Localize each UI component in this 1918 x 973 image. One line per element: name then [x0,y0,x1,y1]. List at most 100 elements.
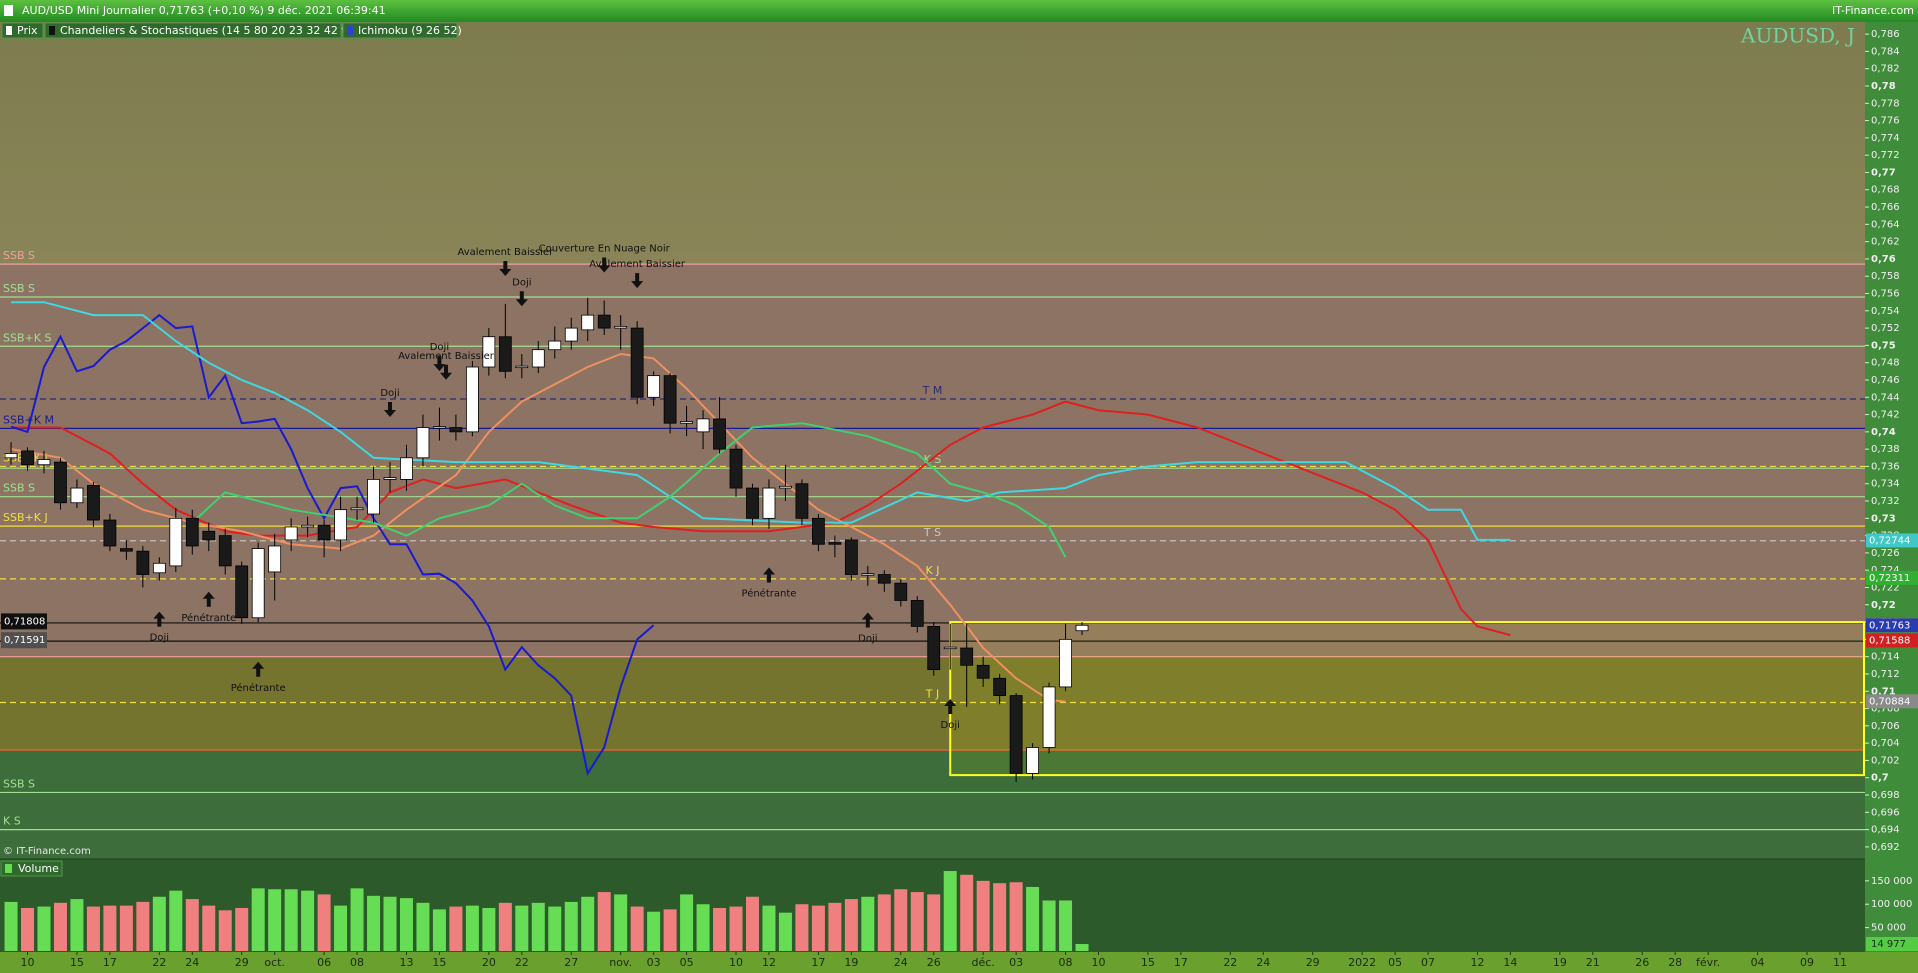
candle-body [795,483,809,519]
legend-item[interactable] [0,860,63,877]
annotation: Pénétrante [742,588,797,600]
y-tick-label: 0,724 [1871,565,1900,576]
y-tick-label: 0,774 [1871,133,1900,144]
x-tick-label: 15 [432,956,446,969]
volume-bar [4,901,18,951]
x-tick-label: 29 [235,956,249,969]
volume-bar [844,899,858,951]
title-bar [0,0,1918,22]
volume-bar [383,896,397,951]
x-tick-label: 05 [1388,956,1402,969]
candle-body [647,375,661,398]
volume-bar [548,906,562,951]
y-tick-label: 0,698 [1871,790,1900,801]
price-tag [1866,694,1918,709]
annotation: Couverture En Nuage Noir [539,244,671,255]
volume-tag [1866,936,1918,951]
volume-bar [465,905,479,951]
volume-bar [251,888,265,951]
y-tick-label: 0,704 [1871,738,1900,749]
y-tick-label: 0,766 [1871,202,1900,213]
level-label: SSB S [3,282,35,295]
candle-body [334,509,347,541]
x-tick-label: 10 [729,956,743,969]
y-tick-label: 0,746 [1871,375,1900,386]
annotation: Pénétrante [181,612,236,624]
y-tick-label: 0,734 [1871,479,1900,490]
candle-body [21,450,34,466]
candle-body [910,600,924,627]
candle-body [861,573,875,576]
candle-body [433,426,446,429]
y-tick-label: 0,75 [1871,340,1896,351]
x-tick-label: 03 [647,956,661,969]
legend-item[interactable] [1,22,44,39]
volume-bar [762,905,776,951]
annotation: Pénétrante [231,682,286,694]
volume-bar [729,906,743,951]
volume-bar [1009,882,1023,951]
candle-body [993,677,1007,696]
volume-bar [86,906,100,951]
candle-body [235,565,249,619]
candle-body [87,485,100,521]
candle-body [597,314,611,329]
signal-arrow [515,291,528,307]
candle-body [762,487,776,519]
volume-title: Volume [18,862,59,875]
level-label: T M [922,384,943,397]
candle-body [416,427,430,459]
volume-bar [119,905,133,951]
legend-item[interactable] [342,22,458,39]
candle-body [1009,695,1023,774]
candle-body [581,314,595,331]
legend-swatch [5,864,12,873]
y-tick-label: 0,752 [1871,323,1900,334]
signal-arrow [944,698,957,714]
x-tick-label: 06 [317,956,331,969]
annotation: Doji [380,388,399,399]
legend-item[interactable] [44,22,342,39]
candle-body [119,548,133,552]
x-tick-label: 13 [399,956,413,969]
x-tick-label: 04 [1751,956,1765,969]
price-tag-label: 0,72744 [1869,535,1910,546]
annotation: Doji [512,277,531,288]
candle-body [564,327,578,342]
level-label: K S [3,815,21,828]
volume-bar [778,912,792,951]
price-tag [1866,618,1918,633]
volume-bar [828,902,842,951]
y-tick-label: 0,694 [1871,825,1900,836]
legend-swatch [347,26,353,35]
watermark: AUDUSD, J [1740,24,1855,48]
y-tick-label: 0,706 [1871,721,1900,732]
price-tag-label: 0,71588 [1869,635,1910,646]
level-label: K J [926,564,940,577]
price-tag [1866,533,1918,548]
annotation: Avalement Baissier [398,351,495,362]
x-tick-label: 26 [1635,956,1649,969]
volume-bar [301,890,315,951]
volume-bar [152,896,166,951]
volume-bar [70,899,84,951]
y-tick-label: 100 000 [1871,899,1912,910]
annotation: Avalement Baissier [589,259,686,270]
annotation: Avalement Baissier [457,247,554,258]
volume-bar [795,904,809,951]
y-tick-label: 0,756 [1871,289,1900,300]
candle-body [4,453,18,459]
candle-body [811,517,825,545]
y-tick-label: 0,76 [1871,254,1896,265]
candle-body [136,550,150,575]
indicator-line [191,422,1067,558]
volume-bar [597,892,611,951]
volume-bar [680,894,694,951]
level-label: T S [923,526,941,539]
x-tick-label: 2022 [1348,956,1376,969]
volume-bar [235,907,249,951]
x-axis-strip [0,952,1918,973]
volume-bar [449,906,463,951]
candle-body [70,487,84,504]
